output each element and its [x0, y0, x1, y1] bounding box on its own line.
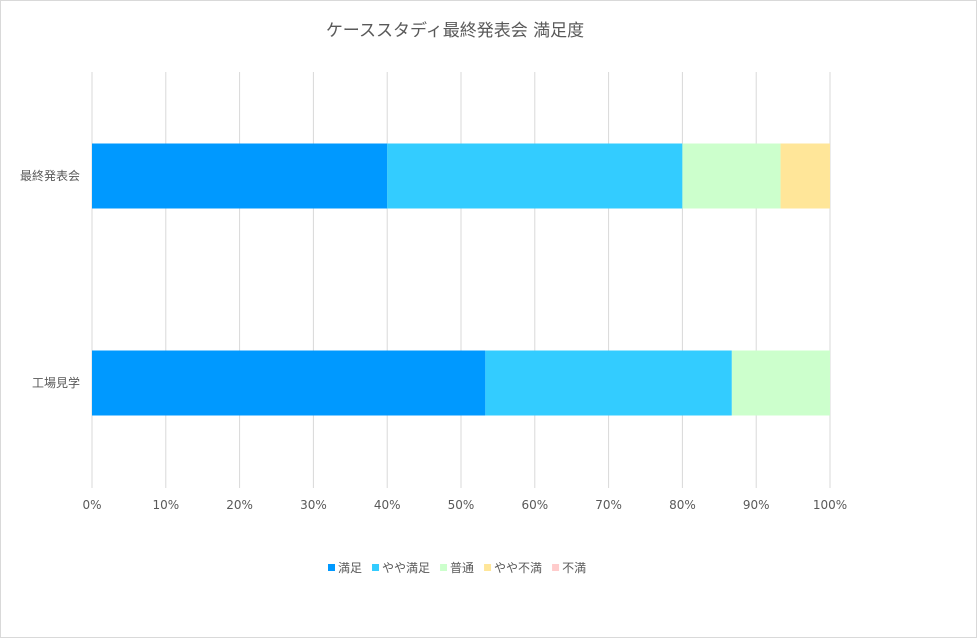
- legend-swatch: [328, 564, 335, 571]
- legend-label: 普通: [450, 561, 474, 575]
- bars: [92, 143, 830, 416]
- x-tick-label: 30%: [300, 498, 327, 512]
- x-tick-label: 50%: [448, 498, 475, 512]
- x-tick-label: 40%: [374, 498, 401, 512]
- category-label: 最終発表会: [20, 168, 80, 183]
- chart-title: ケーススタディ最終発表会 満足度: [326, 20, 584, 41]
- legend: 満足 やや満足 普通 やや不満 不満: [328, 561, 586, 575]
- x-tick-label: 90%: [743, 498, 770, 512]
- category-label: 工場見学: [32, 375, 80, 390]
- x-tick-label: 100%: [813, 498, 847, 512]
- legend-swatch: [372, 564, 380, 571]
- x-tick-label: 10%: [152, 498, 179, 512]
- gridlines: [91, 72, 831, 488]
- bar-segment: [92, 143, 388, 209]
- x-tick-label: 0%: [82, 498, 101, 512]
- bar-segment: [780, 143, 830, 209]
- bar-segment: [485, 350, 732, 416]
- legend-swatch: [484, 564, 492, 571]
- legend-label: やや満足: [382, 561, 430, 575]
- legend-swatch: [552, 564, 560, 571]
- bar-segment: [92, 350, 486, 416]
- bar-segment: [731, 350, 830, 416]
- x-tick-label: 80%: [669, 498, 696, 512]
- legend-label: 満足: [338, 561, 362, 575]
- x-axis-ticks: 0% 10% 20% 30% 40% 50% 60% 70% 80% 90% 100%: [82, 498, 847, 512]
- x-tick-label: 20%: [226, 498, 253, 512]
- x-tick-label: 70%: [595, 498, 622, 512]
- bar-segment: [387, 143, 683, 209]
- legend-label: 不満: [562, 561, 586, 575]
- legend-swatch: [440, 564, 448, 571]
- bar-segment: [682, 143, 781, 209]
- legend-label: やや不満: [494, 561, 542, 575]
- x-tick-label: 60%: [521, 498, 548, 512]
